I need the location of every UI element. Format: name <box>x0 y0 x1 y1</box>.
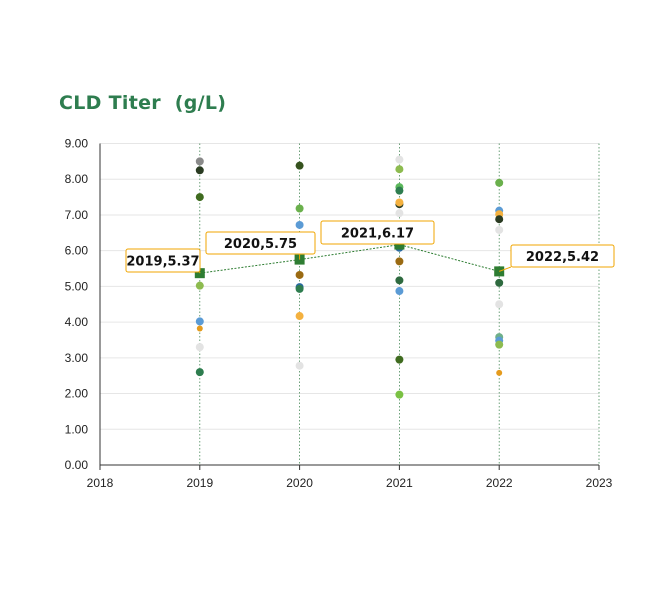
data-point <box>295 270 304 279</box>
callout-box <box>205 231 316 255</box>
data-point <box>295 220 304 229</box>
data-label: 2022,5.42 <box>526 250 599 265</box>
x-tick-label: 2019 <box>186 476 213 490</box>
x-tick-label: 2020 <box>286 476 313 490</box>
y-tick-label: 6.00 <box>65 244 89 258</box>
callout: 2021,6.17 <box>320 220 435 245</box>
data-point <box>495 225 504 234</box>
data-point <box>295 204 304 213</box>
callouts: 2019,5.37 2020,5.75 2021,6.17 2022,5.42 <box>125 220 615 274</box>
callout-box <box>125 248 201 273</box>
data-point <box>195 157 204 166</box>
data-point <box>395 155 404 164</box>
callout: 2022,5.42 <box>499 244 615 272</box>
x-tick-label: 2023 <box>586 476 613 490</box>
data-point <box>395 165 404 174</box>
drop-lines <box>199 143 500 465</box>
tick-labels: 0.00 1.00 2.00 3.00 4.00 5.00 6.00 7.00 8.00 9.00… <box>65 137 613 491</box>
chart-title: CLD Titer (g/L) <box>59 92 227 114</box>
data-point <box>195 193 204 202</box>
data-point <box>495 215 504 224</box>
data-point <box>395 186 404 195</box>
y-tick-label: 9.00 <box>65 137 89 151</box>
data-point <box>195 281 204 290</box>
x-tick-label: 2018 <box>87 476 114 490</box>
data-point <box>395 390 404 399</box>
data-point <box>295 161 304 170</box>
y-tick-label: 5.00 <box>65 279 89 293</box>
y-tick-label: 0.00 <box>65 458 89 472</box>
data-point <box>295 284 304 293</box>
data-point <box>395 209 404 218</box>
data-point <box>295 312 304 321</box>
data-point <box>195 368 204 377</box>
data-point <box>395 198 404 207</box>
callout-box <box>510 244 615 268</box>
data-point <box>495 300 504 309</box>
y-tick-label: 4.00 <box>65 315 89 329</box>
y-tick-label: 3.00 <box>65 351 89 365</box>
data-points <box>195 155 504 399</box>
axes <box>99 143 600 470</box>
data-point <box>496 369 503 376</box>
average-trend-line <box>199 244 500 274</box>
data-label: 2020,5.75 <box>224 237 297 252</box>
data-point <box>495 340 504 349</box>
data-point <box>295 361 304 370</box>
callout-box <box>320 220 435 245</box>
data-label: 2019,5.37 <box>126 255 199 270</box>
data-point <box>195 166 204 175</box>
gridlines <box>100 143 599 430</box>
data-point <box>395 355 404 364</box>
data-point <box>495 278 504 287</box>
callout: 2020,5.75 <box>205 231 316 260</box>
data-label: 2021,6.17 <box>341 227 414 242</box>
average-line <box>199 244 500 274</box>
y-tick-label: 2.00 <box>65 387 89 401</box>
callout-leader <box>499 266 512 272</box>
data-point <box>195 343 204 352</box>
data-point <box>196 325 203 332</box>
y-tick-label: 7.00 <box>65 208 89 222</box>
data-point <box>395 287 404 296</box>
y-tick-label: 8.00 <box>65 172 89 186</box>
x-tick-label: 2022 <box>486 476 513 490</box>
data-point <box>495 178 504 187</box>
data-point <box>395 276 404 285</box>
callout: 2019,5.37 <box>125 248 201 274</box>
x-tick-label: 2021 <box>386 476 413 490</box>
data-point <box>395 257 404 266</box>
data-point <box>195 317 204 326</box>
y-tick-label: 1.00 <box>65 422 89 436</box>
